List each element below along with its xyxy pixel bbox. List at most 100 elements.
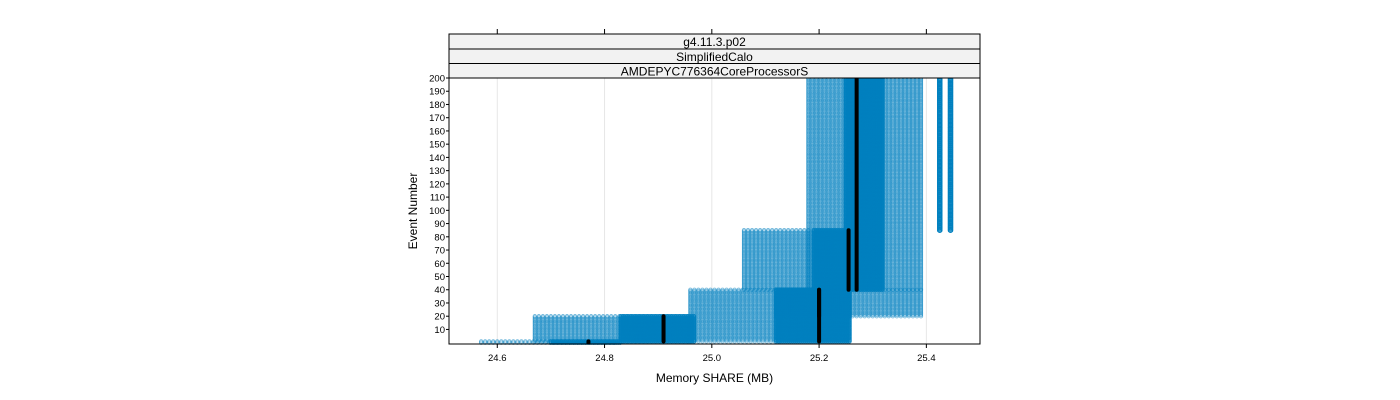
data-point [536,323,541,328]
data-point [568,320,574,325]
data-point [597,335,602,340]
data-point [483,339,488,344]
data-point [552,327,558,332]
data-point [532,319,537,324]
data-point [552,325,558,331]
data-point [564,333,570,339]
data-point [580,335,586,340]
data-point [601,324,606,329]
data-point [536,327,541,332]
data-point [584,320,590,325]
data-point [613,328,618,333]
data-point [576,324,582,329]
data-point [507,339,512,344]
data-point [544,323,550,328]
data-point [536,321,541,327]
data-point [548,327,554,332]
data-point [580,328,586,333]
data-point [560,324,566,329]
data-point [491,339,496,344]
data-point [544,335,550,340]
data-point [564,327,570,332]
data-point [552,328,558,333]
data-point [601,320,606,325]
data-point [576,320,582,325]
data-point [536,325,541,331]
data-point [572,331,578,336]
data-point [601,335,606,340]
data-point [548,331,554,336]
data-point [548,335,554,340]
data-point [609,320,614,325]
data-point [580,331,586,336]
data-point [613,324,618,329]
data-point [593,331,598,336]
data-point [536,339,541,344]
data-point [544,339,550,344]
data-point [532,329,537,335]
data-point [552,321,558,327]
data-point [593,321,598,327]
data-point [609,324,614,329]
data-point [588,321,594,327]
data-point [532,324,537,329]
data-point [544,321,550,327]
data-point [588,323,594,328]
data-point [552,323,558,328]
data-point [580,325,586,331]
data-point [613,333,618,339]
data-point [572,324,578,329]
data-point [540,335,546,340]
data-point [544,331,550,336]
data-point [576,328,582,333]
data-point [584,332,590,337]
data-point [544,328,550,333]
data-point [597,331,602,336]
data-point [584,328,590,333]
data-point [597,325,602,331]
data-point [556,328,562,333]
data-point [572,327,578,332]
data-point [548,320,554,325]
data-point [605,335,610,340]
data-point [609,329,614,335]
data-point [597,320,602,325]
data-point [576,327,582,332]
data-point [613,329,618,335]
data-point [560,329,566,335]
data-point [601,332,606,337]
data-point [580,323,586,328]
data-point [588,329,594,335]
data-point [487,339,492,344]
data-point [588,327,594,332]
data-point [609,332,614,337]
data-point [564,325,570,331]
data-point [597,323,602,328]
data-point [572,333,578,339]
data-point [593,324,598,329]
data-point [601,325,606,331]
data-point [593,325,598,331]
data-point [580,327,586,332]
data-point [576,333,582,339]
data-point [556,324,562,329]
data-point [532,320,537,325]
data-point [548,329,554,335]
data-point [540,327,546,332]
data-point [613,321,618,327]
data-point [503,339,508,344]
data-point [560,323,566,328]
data-point [580,321,586,327]
data-point [601,327,606,332]
data-point [560,321,566,327]
data-point [576,323,582,328]
data-point [584,331,590,336]
data-point [593,323,598,328]
data-point [564,331,570,336]
data-point [584,335,590,340]
data-point [588,320,594,325]
data-point [609,335,614,340]
data-point [609,327,614,332]
data-point [544,337,550,343]
data-point [593,320,598,325]
